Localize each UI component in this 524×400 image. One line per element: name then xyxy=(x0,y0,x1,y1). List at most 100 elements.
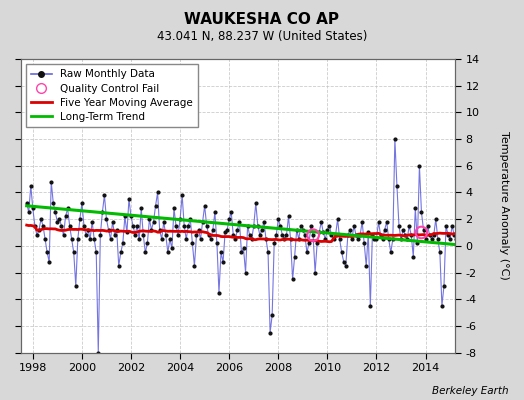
Point xyxy=(309,232,317,238)
Point xyxy=(32,232,41,238)
Point xyxy=(199,219,207,225)
Point xyxy=(37,216,45,222)
Point xyxy=(172,223,180,229)
Point xyxy=(401,232,409,238)
Point xyxy=(258,227,266,233)
Point xyxy=(335,236,344,242)
Point xyxy=(495,227,504,233)
Point xyxy=(368,232,377,238)
Point xyxy=(450,232,458,238)
Point xyxy=(364,229,373,236)
Point xyxy=(237,249,246,256)
Point xyxy=(444,232,452,238)
Point xyxy=(53,219,61,225)
Point xyxy=(72,283,80,289)
Point xyxy=(184,223,192,229)
Point xyxy=(178,192,187,198)
Point xyxy=(139,232,147,238)
Point xyxy=(262,236,270,242)
Point xyxy=(270,240,278,246)
Point xyxy=(68,236,76,242)
Point xyxy=(392,182,401,189)
Point xyxy=(475,232,483,238)
Point xyxy=(104,227,113,233)
Point xyxy=(201,202,209,209)
Point xyxy=(190,263,199,269)
Point xyxy=(74,236,82,242)
Point xyxy=(106,236,115,242)
Point xyxy=(215,289,223,296)
Point xyxy=(133,223,141,229)
Point xyxy=(135,236,144,242)
Point xyxy=(242,269,250,276)
Point xyxy=(149,219,158,225)
Point xyxy=(90,236,99,242)
Point xyxy=(435,249,444,256)
Point xyxy=(442,223,450,229)
Point xyxy=(102,216,111,222)
Point xyxy=(192,232,201,238)
Point xyxy=(350,223,358,229)
Point xyxy=(100,192,108,198)
Point xyxy=(229,232,237,238)
Point xyxy=(294,236,303,242)
Point xyxy=(380,227,389,233)
Point xyxy=(131,232,139,238)
Point xyxy=(245,232,254,238)
Point xyxy=(45,259,53,265)
Point xyxy=(430,232,438,238)
Point xyxy=(317,219,325,225)
Point xyxy=(356,232,364,238)
Point xyxy=(452,236,461,242)
Point xyxy=(209,227,217,233)
Point xyxy=(159,219,168,225)
Point xyxy=(387,249,395,256)
Point xyxy=(154,189,162,196)
Point xyxy=(39,223,47,229)
Point xyxy=(421,236,430,242)
Point xyxy=(407,232,416,238)
Point xyxy=(123,229,131,236)
Point xyxy=(158,236,166,242)
Point xyxy=(399,227,407,233)
Point xyxy=(342,263,350,269)
Point xyxy=(272,232,280,238)
Point xyxy=(507,240,516,246)
Point xyxy=(372,236,380,242)
Point xyxy=(29,205,37,212)
Point xyxy=(75,216,84,222)
Point xyxy=(497,219,506,225)
Point xyxy=(78,200,86,206)
Point xyxy=(325,223,334,229)
Point xyxy=(403,236,411,242)
Point xyxy=(478,232,487,238)
Point xyxy=(276,223,285,229)
Y-axis label: Temperature Anomaly (°C): Temperature Anomaly (°C) xyxy=(499,132,509,280)
Point xyxy=(438,303,446,309)
Point xyxy=(503,232,511,238)
Point xyxy=(405,223,413,229)
Point xyxy=(282,232,291,238)
Point xyxy=(194,227,203,233)
Point xyxy=(305,240,313,246)
Point xyxy=(423,223,432,229)
Point xyxy=(127,213,135,220)
Point xyxy=(221,229,230,236)
Point xyxy=(202,223,211,229)
Point xyxy=(260,219,268,225)
Point xyxy=(383,219,391,225)
Point xyxy=(303,249,311,256)
Point xyxy=(182,236,190,242)
Point xyxy=(471,227,479,233)
Point xyxy=(468,236,477,242)
Point xyxy=(374,219,383,225)
Point xyxy=(505,223,514,229)
Point xyxy=(174,232,182,238)
Point xyxy=(378,236,387,242)
Point xyxy=(413,240,422,246)
Point xyxy=(88,219,96,225)
Point xyxy=(323,227,332,233)
Point xyxy=(196,236,205,242)
Point xyxy=(223,227,231,233)
Point xyxy=(397,236,405,242)
